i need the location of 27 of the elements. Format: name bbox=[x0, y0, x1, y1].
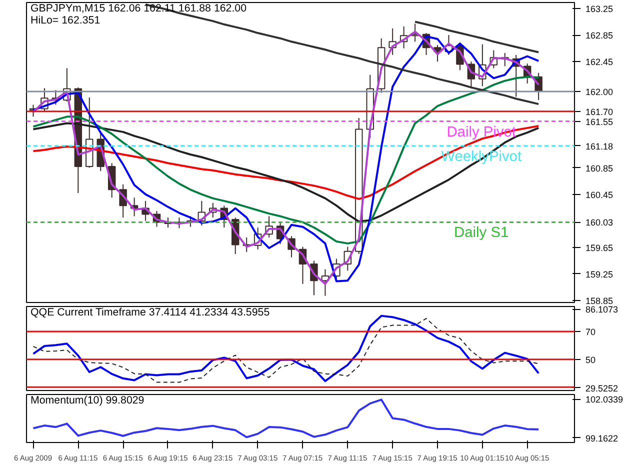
y-tick-label: 86.1073 bbox=[586, 304, 618, 315]
y-tick-label: 158.85 bbox=[586, 296, 614, 306]
chart-title: QQE Current Timeframe 37.4114 41.2334 43.5955 bbox=[30, 306, 270, 318]
line-series bbox=[32, 122, 540, 223]
y-tick-label: 29.5252 bbox=[586, 383, 618, 394]
y-tick-label: 162.85 bbox=[586, 30, 614, 41]
y-tick-label: 162.45 bbox=[586, 57, 614, 68]
y-tick-label: 160.03 bbox=[586, 218, 614, 228]
y-tick-label: 161.55 bbox=[586, 116, 614, 127]
line-series bbox=[414, 20, 540, 54]
y-tick-label: 161.70 bbox=[586, 106, 614, 117]
y-tick-label: 102.0339 bbox=[586, 394, 624, 405]
line-series bbox=[144, 3, 540, 106]
y-tick-label: 50 bbox=[586, 354, 596, 365]
line-series bbox=[32, 124, 540, 200]
y-tick-label: 99.1622 bbox=[586, 433, 618, 444]
y-tick-label: 160.45 bbox=[586, 190, 614, 200]
y-tick-label: 159.65 bbox=[586, 242, 614, 253]
y-tick-label: 161.18 bbox=[586, 141, 614, 152]
y-tick-label: 162.00 bbox=[586, 86, 614, 97]
y-tick-label: 160.85 bbox=[586, 163, 614, 174]
chart-title: Momentum(10) 99.8029 bbox=[30, 394, 144, 406]
annotation: HiLo= 162.351 bbox=[30, 14, 100, 26]
y-tick-label: 70 bbox=[586, 327, 596, 338]
ref-line-label: Daily S1 bbox=[454, 225, 509, 242]
y-tick-label: 159.25 bbox=[586, 269, 614, 280]
y-tick-label: 163.25 bbox=[586, 4, 614, 14]
